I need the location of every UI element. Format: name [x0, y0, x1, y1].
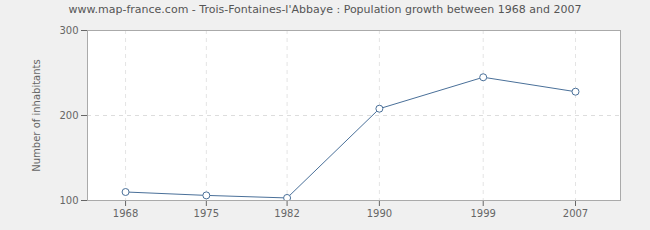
- svg-text:1968: 1968: [113, 208, 138, 219]
- svg-text:Number of inhabitants: Number of inhabitants: [31, 59, 42, 171]
- svg-text:300: 300: [59, 25, 78, 36]
- svg-text:2007: 2007: [563, 208, 588, 219]
- svg-text:1990: 1990: [367, 208, 392, 219]
- svg-text:100: 100: [59, 195, 78, 206]
- html-text:www.map-france.com - Trois-Fon: www.map-france.com - Trois-Fontaines-l'A…: [68, 3, 582, 16]
- svg-text:1999: 1999: [470, 208, 495, 219]
- svg-text:1982: 1982: [274, 208, 299, 219]
- svg-text:1975: 1975: [194, 208, 219, 219]
- svg-text:200: 200: [59, 110, 78, 121]
